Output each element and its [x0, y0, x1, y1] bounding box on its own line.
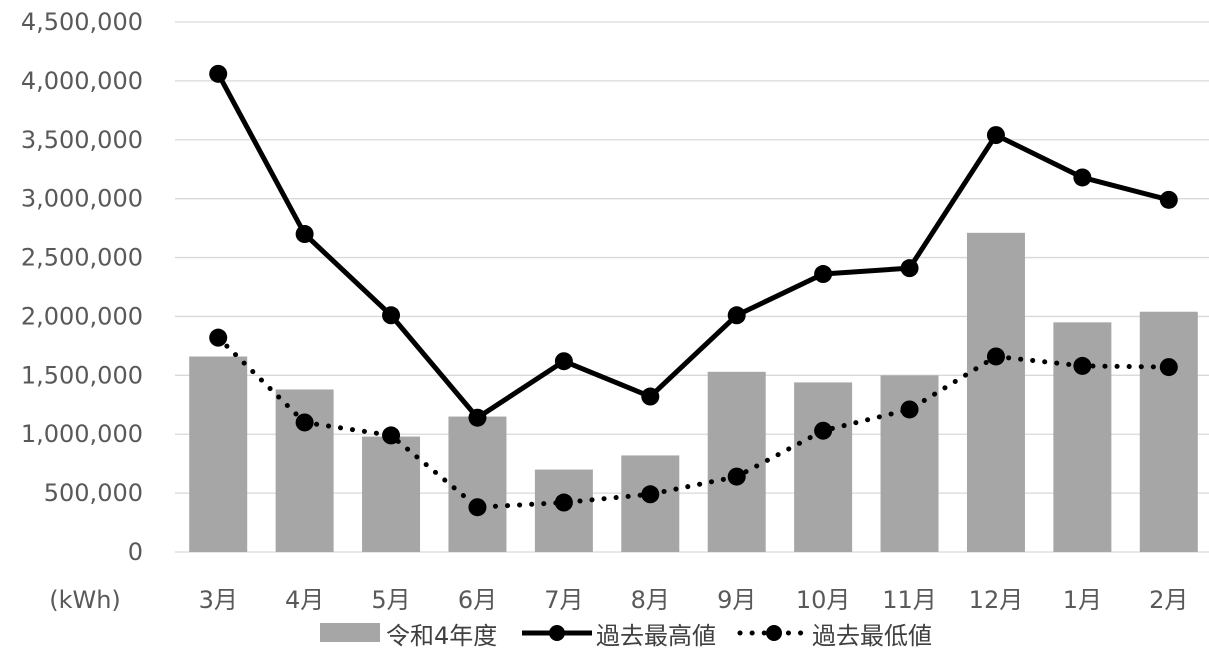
x-tick-label: 6月 — [458, 586, 497, 614]
highest-value-point — [641, 387, 660, 406]
lowest-value-line — [215, 335, 1172, 510]
y-tick-label: 1,500,000 — [21, 361, 143, 389]
highest-value-point — [900, 259, 919, 278]
highest-value-point — [295, 225, 314, 243]
lowest-value-point — [1159, 358, 1178, 377]
legend-label-lowest: 過去最低値 — [812, 622, 932, 650]
bar — [707, 371, 766, 552]
y-unit-label: (kWh) — [49, 586, 121, 614]
lowest-value-point — [554, 493, 573, 512]
highest-value-point — [1159, 190, 1178, 209]
bar — [1139, 311, 1198, 552]
gridlines — [175, 21, 1209, 553]
legend-swatch-bar — [320, 623, 380, 642]
bar — [448, 416, 507, 552]
y-tick-label: 0 — [128, 538, 143, 566]
x-tick-label: 5月 — [371, 586, 410, 614]
lowest-value-point — [641, 485, 660, 504]
bar — [621, 455, 680, 552]
x-tick-label: 12月 — [969, 586, 1024, 614]
lowest-value-point — [727, 467, 746, 486]
x-tick-label: 10月 — [796, 586, 851, 614]
highest-value-point — [1073, 168, 1092, 187]
y-tick-label: 500,000 — [44, 479, 143, 507]
bar — [189, 356, 248, 552]
y-tick-label: 3,000,000 — [21, 185, 143, 213]
legend: 令和4年度 過去最高値 過去最低値 — [320, 622, 932, 650]
x-tick-label: 1月 — [1063, 586, 1102, 614]
lowest-value-point — [986, 347, 1005, 366]
axis-labels: 0 500,000 1,000,000 1,500,000 2,000,000 2,500… — [21, 8, 1189, 614]
bar — [362, 436, 421, 552]
lowest-value-point — [814, 421, 833, 440]
lowest-value-point — [900, 400, 919, 419]
x-tick-label: 3月 — [199, 586, 238, 614]
highest-value-line — [216, 72, 1170, 421]
highest-value-point — [209, 64, 228, 83]
highest-value-point — [468, 408, 487, 427]
bar — [966, 232, 1025, 553]
lowest-value-point — [295, 413, 314, 432]
bar — [1053, 322, 1112, 552]
legend-marker-solid — [549, 625, 565, 641]
x-tick-label: 11月 — [882, 586, 937, 614]
legend-marker-dotted — [766, 625, 782, 641]
x-tick-label: 7月 — [544, 586, 583, 614]
y-tick-label: 4,000,000 — [21, 67, 143, 95]
bar-series-layer — [189, 232, 1198, 553]
lowest-value-point — [468, 498, 487, 517]
highest-value-point — [986, 126, 1005, 145]
y-tick-label: 1,000,000 — [21, 420, 143, 448]
lowest-value-point — [209, 328, 228, 347]
y-tick-label: 4,500,000 — [21, 8, 143, 36]
line-series-layer — [209, 64, 1178, 517]
legend-label-highest: 過去最高値 — [596, 622, 716, 650]
highest-value-point — [814, 265, 833, 284]
highest-value-point — [727, 306, 746, 325]
legend-label-bar: 令和4年度 — [386, 622, 497, 650]
x-tick-label: 4月 — [285, 586, 324, 614]
lowest-value-point — [382, 426, 401, 445]
x-tick-label: 2月 — [1149, 586, 1188, 614]
x-tick-label: 9月 — [717, 586, 756, 614]
bar — [794, 382, 853, 552]
highest-value-point — [382, 306, 401, 325]
y-tick-label: 2,000,000 — [21, 302, 143, 330]
lowest-value-point — [1073, 356, 1092, 375]
y-tick-label: 3,500,000 — [21, 126, 143, 154]
y-tick-label: 2,500,000 — [21, 244, 143, 272]
highest-value-point — [554, 352, 573, 371]
x-tick-label: 8月 — [631, 586, 670, 614]
